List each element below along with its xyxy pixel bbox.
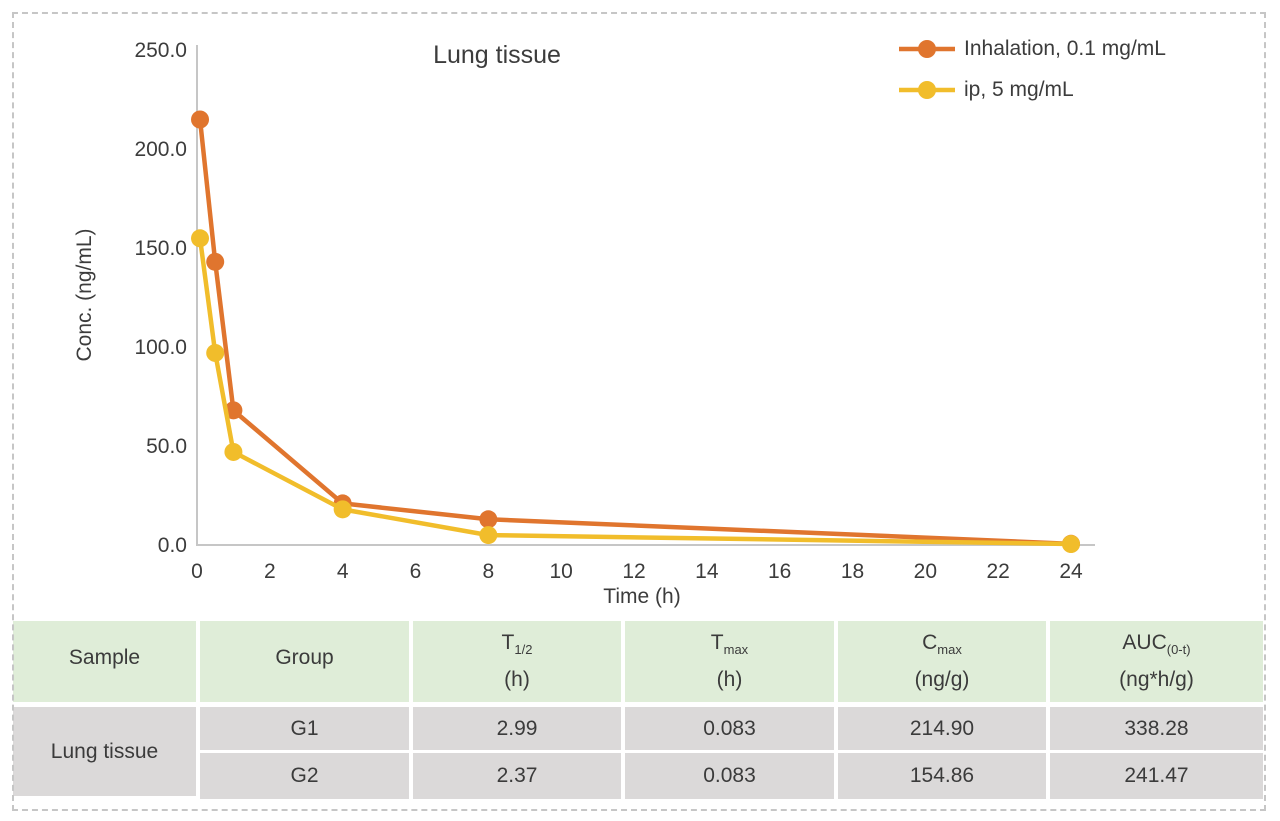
legend-item-ip: ip, 5 mg/mL: [898, 74, 1166, 106]
data-point-0: [191, 110, 210, 129]
data-point-1: [1062, 535, 1080, 554]
table-header-row: Sample Group T1/2 (h) Tmax (h) Cmax: [13, 621, 1263, 707]
table-row-g1: Lung tissue G1 2.99 0.083 214.90 338.28: [13, 707, 1263, 799]
y-tick-label: 0.0: [158, 534, 187, 557]
x-tick-label: 14: [695, 560, 719, 583]
legend-label-inhalation: Inhalation, 0.1 mg/mL: [964, 37, 1166, 60]
data-point-1: [224, 442, 243, 461]
x-tick-label: 24: [1059, 560, 1083, 583]
y-tick-label: 250.0: [134, 39, 187, 62]
data-point-1: [479, 526, 498, 545]
legend-label-ip: ip, 5 mg/mL: [964, 78, 1074, 101]
cell-g1-t-max: 0.083: [625, 707, 838, 753]
x-tick-label: 20: [914, 560, 937, 583]
y-tick-label: 200.0: [134, 138, 187, 161]
data-point-1: [333, 500, 352, 519]
col-header-t-half: T1/2 (h): [413, 621, 625, 707]
y-tick-label: 100.0: [134, 336, 187, 359]
data-point-1: [206, 343, 225, 362]
y-tick-label: 150.0: [134, 237, 187, 260]
chart-legend: Inhalation, 0.1 mg/mL ip, 5 mg/mL: [898, 33, 1166, 106]
y-tick-label: 50.0: [146, 435, 187, 458]
col-header-t-max: Tmax (h): [625, 621, 838, 707]
series-line-0: [197, 119, 1072, 547]
cell-g1-c-max: 214.90: [838, 707, 1050, 753]
x-tick-label: 12: [622, 560, 645, 583]
cell-g2-c-max: 154.86: [838, 753, 1050, 799]
data-point-0: [224, 401, 243, 420]
data-point-1: [191, 229, 210, 248]
x-tick-label: 6: [410, 560, 422, 583]
sample-cell: Lung tissue: [13, 707, 200, 799]
cell-g2-auc: 241.47: [1050, 753, 1263, 799]
x-axis-title: Time (h): [603, 585, 681, 608]
data-point-0: [206, 252, 225, 271]
cell-g1-auc: 338.28: [1050, 707, 1263, 753]
cell-g2-group: G2: [200, 753, 413, 799]
legend-marker-inhalation-icon: [899, 40, 955, 58]
cell-g1-group: G1: [200, 707, 413, 753]
pk-parameters-table: Sample Group T1/2 (h) Tmax (h) Cmax: [13, 621, 1263, 799]
x-tick-label: 4: [337, 560, 349, 583]
col-header-auc: AUC(0-t) (ng*h/g): [1050, 621, 1263, 707]
col-header-sample: Sample: [13, 621, 200, 707]
cell-g1-t-half: 2.99: [413, 707, 625, 753]
y-axis-title: Conc. (ng/mL): [73, 228, 96, 362]
legend-item-inhalation: Inhalation, 0.1 mg/mL: [898, 33, 1166, 65]
legend-marker-ip-icon: [899, 81, 955, 99]
cell-g2-t-half: 2.37: [413, 753, 625, 799]
data-point-0: [479, 510, 498, 529]
x-tick-label: 16: [768, 560, 791, 583]
x-tick-label: 22: [986, 560, 1009, 583]
table-row-g2: G2 2.37 0.083 154.86 241.47: [13, 753, 1263, 799]
col-header-c-max: Cmax (ng/g): [838, 621, 1050, 707]
series-line-1: [197, 238, 1072, 547]
x-tick-label: 2: [264, 560, 276, 583]
chart-title: Lung tissue: [433, 41, 561, 69]
col-header-group: Group: [200, 621, 413, 707]
x-tick-label: 18: [841, 560, 864, 583]
cell-g2-t-max: 0.083: [625, 753, 838, 799]
x-tick-label: 10: [549, 560, 572, 583]
x-tick-label: 8: [482, 560, 494, 583]
x-tick-label: 0: [191, 560, 203, 583]
